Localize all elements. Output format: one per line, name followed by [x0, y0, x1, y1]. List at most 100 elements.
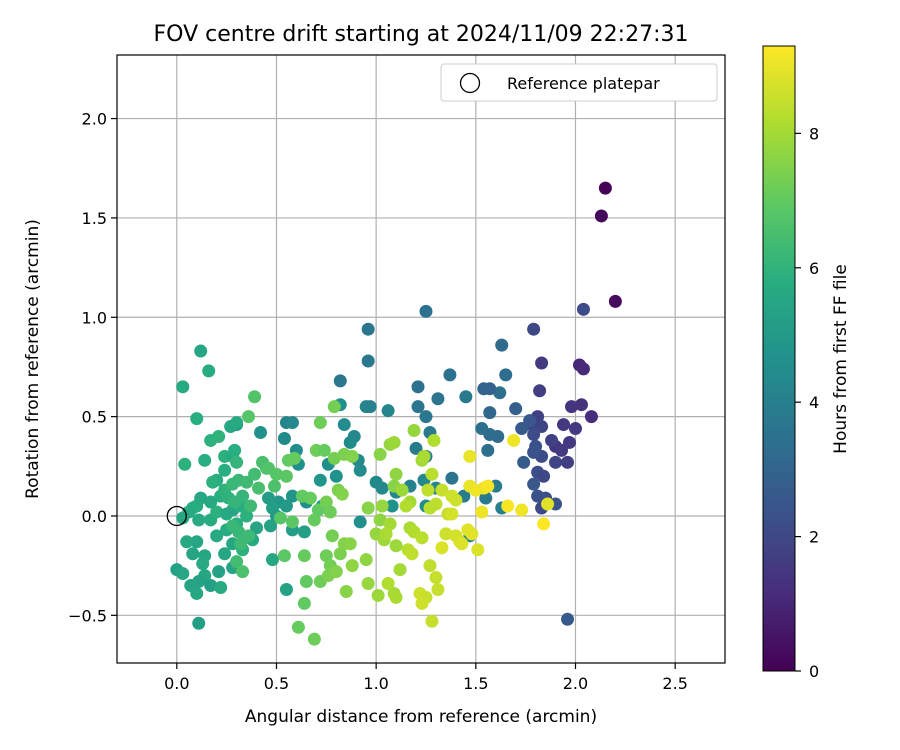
- scatter-point: [423, 501, 437, 515]
- x-axis-label: Angular distance from reference (arcmin): [245, 707, 597, 727]
- scatter-point: [557, 418, 571, 432]
- scatter-point: [383, 517, 397, 531]
- scatter-point: [549, 455, 563, 469]
- scatter-point: [244, 499, 258, 513]
- scatter-point: [565, 400, 579, 414]
- data-points: [166, 181, 622, 646]
- scatter-point: [419, 304, 433, 318]
- scatter-point: [561, 612, 575, 626]
- scatter-point: [393, 563, 407, 577]
- scatter-point: [407, 424, 421, 438]
- scatter-point: [387, 435, 401, 449]
- scatter-point: [527, 445, 541, 459]
- scatter-point: [192, 513, 206, 527]
- scatter-point: [563, 435, 577, 449]
- scatter-point: [269, 467, 283, 481]
- scatter-point: [479, 491, 493, 505]
- scatter-point: [431, 392, 445, 406]
- scatter-point: [371, 588, 385, 602]
- scatter-point: [313, 416, 327, 430]
- y-tick-label: −0.5: [68, 606, 107, 625]
- scatter-point: [333, 374, 347, 388]
- scatter-point: [190, 412, 204, 426]
- y-tick-label: 1.0: [82, 308, 107, 327]
- scatter-point: [389, 539, 403, 553]
- scatter-point: [190, 586, 204, 600]
- scatter-point: [218, 547, 232, 561]
- scatter-point: [230, 455, 244, 469]
- legend-box: [440, 63, 718, 102]
- plot-area: [117, 55, 725, 663]
- scatter-point: [319, 549, 333, 563]
- scatter-point: [439, 527, 453, 541]
- legend: Reference platepar: [440, 63, 718, 102]
- scatter-point: [419, 410, 433, 424]
- scatter-point: [343, 537, 357, 551]
- scatter-point: [329, 565, 343, 579]
- scatter-point: [230, 555, 244, 569]
- scatter-point: [495, 338, 509, 352]
- scatter-point: [297, 549, 311, 563]
- scatter-point: [471, 543, 485, 557]
- scatter-point: [515, 503, 529, 517]
- scatter-point: [277, 431, 291, 445]
- scatter-point: [537, 517, 551, 531]
- scatter-point: [327, 400, 341, 414]
- scatter-point: [307, 632, 321, 646]
- scatter-point: [389, 467, 403, 481]
- scatter-point: [533, 384, 547, 398]
- scatter-point: [359, 400, 373, 414]
- legend-label: Reference platepar: [507, 74, 660, 93]
- scatter-point: [527, 477, 541, 491]
- colorbar: 0 2 4 6 8 Hours from first FF file: [762, 45, 851, 681]
- scatter-point: [537, 469, 551, 483]
- scatter-point: [545, 433, 559, 447]
- scatter-point: [373, 513, 387, 527]
- scatter-point: [417, 449, 431, 463]
- x-axis-ticks: 0.0 0.5 1.0 1.5 2.0 2.5: [164, 663, 688, 693]
- scatter-point: [493, 386, 507, 400]
- scatter-point: [523, 414, 537, 428]
- scatter-point: [214, 580, 228, 594]
- y-tick-label: 0.5: [82, 408, 107, 427]
- scatter-point: [267, 479, 281, 493]
- scatter-point: [279, 582, 293, 596]
- reference-platepar-marker: [166, 505, 187, 527]
- scatter-point: [265, 553, 279, 567]
- scatter-point: [517, 455, 531, 469]
- scatter-point: [411, 400, 425, 414]
- scatter-point: [509, 402, 523, 416]
- scatter-point: [425, 614, 439, 628]
- scatter-point: [319, 495, 333, 509]
- scatter-point: [475, 505, 489, 519]
- scatter-point: [465, 527, 479, 541]
- scatter-point: [323, 505, 337, 519]
- scatter-point: [423, 559, 437, 573]
- scatter-point: [375, 481, 389, 495]
- scatter-point: [248, 390, 262, 404]
- scatter-point: [277, 549, 291, 563]
- scatter-point: [279, 499, 293, 513]
- y-axis-label: Rotation from reference (arcmin): [23, 219, 43, 499]
- scatter-point: [541, 497, 555, 511]
- scatter-point: [459, 390, 473, 404]
- scatter-point: [180, 535, 194, 549]
- scatter-point: [576, 362, 590, 376]
- scatter-point: [381, 577, 395, 591]
- colorbar-ticks: 0 2 4 6 8: [795, 124, 819, 681]
- scatter-point: [431, 582, 445, 596]
- scatter-point: [176, 380, 190, 394]
- scatter-point: [445, 507, 459, 521]
- scatter-point: [507, 433, 521, 447]
- scatter-point: [361, 322, 375, 336]
- x-tick-label: 2.0: [563, 674, 588, 693]
- scatter-point: [574, 398, 588, 412]
- scatter-point: [584, 410, 598, 424]
- scatter-point: [297, 596, 311, 610]
- scatter-point: [555, 443, 569, 457]
- scatter-point: [373, 447, 387, 461]
- scatter-point: [317, 443, 331, 457]
- scatter-point: [228, 443, 242, 457]
- scatter-point: [499, 368, 513, 382]
- y-tick-label: 1.5: [82, 209, 107, 228]
